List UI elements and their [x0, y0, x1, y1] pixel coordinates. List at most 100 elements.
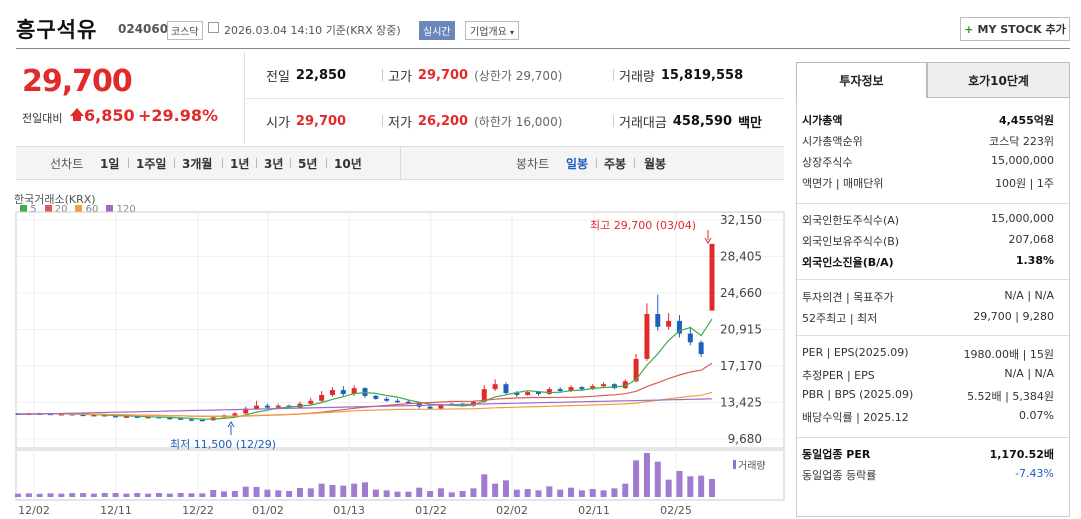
- volume-bar: [134, 493, 141, 497]
- candle-body: [622, 381, 628, 389]
- ma-legend-60: 60: [75, 204, 98, 215]
- info-row: 외국인소진율(B/A) 1.38%: [802, 254, 1054, 270]
- stat-sep: [613, 69, 614, 81]
- candle-body: [123, 416, 129, 418]
- volume-bar: [492, 483, 499, 497]
- realtime-badge[interactable]: 실시간: [419, 21, 455, 40]
- y-tick-label: 9,680: [728, 432, 762, 446]
- volume-label: 거래량: [733, 457, 766, 472]
- info-row: 액면가 | 매매단위 100원 | 1주: [802, 175, 1054, 191]
- market-badge: 코스닥: [167, 21, 203, 40]
- candle-body: [546, 389, 552, 394]
- period-3m[interactable]: 3개월: [182, 157, 213, 171]
- stat-high: 고가 29,700 (상한가 29,700): [388, 68, 563, 85]
- volume-bar: [676, 471, 683, 497]
- period-monthly[interactable]: 월봉: [644, 157, 667, 171]
- tab-invest-info[interactable]: 투자정보: [796, 62, 927, 98]
- plus-icon: +: [964, 22, 974, 36]
- high-note: 최고 29,700 (03/04): [590, 219, 697, 232]
- tab-orderbook[interactable]: 호가10단계: [927, 62, 1070, 98]
- candle-body: [91, 414, 97, 417]
- x-tick-label: 12/02: [18, 504, 50, 517]
- volume-bar: [80, 493, 87, 497]
- candle-body: [145, 416, 151, 419]
- info-row: 동일업종 등락률 -7.43%: [802, 467, 1054, 483]
- period-1d[interactable]: 1일: [100, 157, 120, 171]
- candle-body: [698, 342, 704, 355]
- low-marker-arrow: [227, 421, 235, 428]
- company-info-dropdown[interactable]: 기업개요 ▾: [465, 21, 520, 40]
- volume-bar: [362, 482, 368, 497]
- period-daily[interactable]: 일봉: [566, 157, 589, 171]
- candle-body: [492, 384, 498, 390]
- volume-bar: [25, 493, 32, 497]
- info-key: 외국인소진율(B/A): [802, 256, 894, 269]
- info-value: 29,700 | 9,280: [973, 310, 1054, 323]
- info-separator: [797, 437, 1069, 438]
- calendar-icon: [208, 22, 219, 33]
- volume-bar: [437, 488, 444, 497]
- volume-bar: [112, 493, 119, 497]
- candle-body: [113, 415, 119, 418]
- x-tick-label: 02/11: [578, 504, 610, 517]
- candle-body: [232, 413, 238, 416]
- volume-bar: [568, 487, 575, 497]
- volume-bar: [459, 491, 466, 497]
- volume-bar: [47, 493, 54, 497]
- x-tick-label: 12/22: [182, 504, 214, 517]
- volume-bar: [177, 493, 184, 497]
- y-tick-label: 20,915: [720, 323, 762, 337]
- volume-bar: [253, 487, 260, 497]
- my-stock-add-button[interactable]: + MY STOCK 추가: [960, 17, 1070, 41]
- period-1w[interactable]: 1주일: [136, 157, 167, 171]
- header-divider: [16, 48, 1070, 49]
- volume-bar: [665, 479, 672, 497]
- candle-body: [308, 400, 314, 404]
- stat-prev: 전일 22,850: [266, 68, 347, 85]
- volume-bar: [351, 483, 358, 497]
- volume-bar: [470, 488, 477, 497]
- candlestick-chart[interactable]: 12/02 12/11 12/22 01/02 01/13 01/22 02/02 02/11…: [0, 0, 790, 519]
- period-1y[interactable]: 1년: [230, 157, 250, 171]
- up-arrow-icon: [70, 108, 84, 116]
- ma-line-120: [17, 398, 713, 415]
- info-row: 배당수익률 | 2025.12 0.07%: [802, 409, 1054, 425]
- volume-bar: [589, 489, 596, 497]
- info-key: 시가총액: [802, 114, 843, 127]
- info-key: 추정PER | EPS: [802, 369, 875, 382]
- period-10y[interactable]: 10년: [334, 157, 362, 171]
- info-value: N/A | N/A: [1004, 367, 1054, 380]
- volume-bar: [101, 493, 108, 497]
- candle-body: [189, 419, 194, 421]
- info-value: -7.43%: [1015, 467, 1054, 480]
- info-separator: [797, 335, 1069, 336]
- info-row: 52주최고 | 최저 29,700 | 9,280: [802, 310, 1054, 326]
- ma-line-5: [17, 318, 713, 420]
- volume-bar: [416, 487, 423, 497]
- period-5y[interactable]: 5년: [298, 157, 318, 171]
- info-key: 동일업종 PER: [802, 448, 871, 461]
- period-3y[interactable]: 3년: [264, 157, 284, 171]
- volume-bar: [643, 453, 650, 497]
- up-arrow-base: [73, 116, 81, 121]
- period-bar-divider: [400, 147, 401, 179]
- candle-body: [655, 314, 661, 327]
- info-key: PBR | BPS (2025.09): [802, 388, 914, 401]
- candle-body: [167, 417, 173, 420]
- volume-bar: [307, 488, 314, 497]
- stock-code: 024060: [118, 22, 169, 36]
- candle-body: [102, 414, 108, 417]
- candle-body: [666, 320, 672, 327]
- volume-bar: [546, 486, 553, 497]
- candle-body: [427, 406, 433, 409]
- candle-body: [319, 394, 325, 401]
- candle-body: [199, 419, 205, 422]
- info-value: 100원 | 1주: [995, 177, 1054, 190]
- info-key: 외국인보유주식수(B): [802, 235, 900, 248]
- volume-bar: [654, 461, 661, 497]
- candle-body: [687, 333, 693, 343]
- volume-bar: [145, 493, 152, 497]
- volume-bar: [15, 493, 21, 497]
- period-weekly[interactable]: 주봉: [604, 157, 627, 171]
- candle-body: [481, 389, 487, 402]
